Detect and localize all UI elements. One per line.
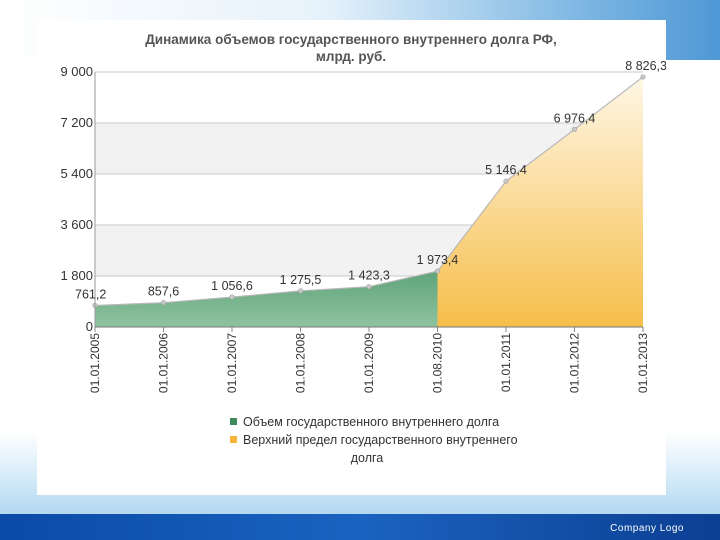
y-axis: 0 1 800 3 600 5 400 7 200 9 000 bbox=[60, 64, 96, 334]
area-chart: Динамика объемов государственного внутре… bbox=[60, 32, 666, 465]
data-point bbox=[571, 126, 578, 132]
data-label: 1 423,3 bbox=[348, 269, 390, 283]
data-label: 1 056,6 bbox=[211, 279, 253, 293]
data-point bbox=[229, 294, 235, 300]
data-label: 857,6 bbox=[148, 285, 179, 299]
data-point bbox=[297, 288, 304, 294]
x-tick-label: 01.08.2010 bbox=[431, 333, 445, 393]
data-label: 8 826,3 bbox=[625, 59, 666, 73]
y-tick-label: 9 000 bbox=[60, 64, 93, 79]
data-label: 1 275,5 bbox=[280, 273, 322, 287]
chart-card: Динамика объемов государственного внутре… bbox=[37, 20, 666, 495]
data-point bbox=[434, 268, 441, 274]
data-point bbox=[160, 300, 167, 306]
company-logo-text: Company Logo bbox=[610, 523, 684, 534]
legend-label-debt: Объем государственного внутреннего долга bbox=[243, 415, 499, 429]
x-tick-label: 01.01.2006 bbox=[157, 333, 171, 393]
data-label: 6 976,4 bbox=[554, 111, 596, 125]
area-layer bbox=[92, 74, 646, 332]
legend-swatch-upper-limit bbox=[230, 436, 237, 443]
x-tick-label: 01.01.2011 bbox=[499, 333, 513, 392]
y-tick-label: 1 800 bbox=[60, 268, 93, 283]
legend-label-upper-limit-line-1: Верхний предел государственного внутренн… bbox=[243, 433, 518, 447]
x-axis: 01.01.2005 01.01.2006 01.01.2007 01.01.2008… bbox=[88, 326, 650, 393]
x-tick-label: 01.01.2009 bbox=[362, 333, 376, 393]
legend: Объем государственного внутреннего долга… bbox=[230, 415, 518, 465]
y-tick-label: 3 600 bbox=[60, 217, 93, 232]
x-tick-label: 01.01.2005 bbox=[88, 333, 102, 393]
chart-title-line-1: Динамика объемов государственного внутре… bbox=[145, 32, 557, 47]
data-point bbox=[366, 284, 372, 290]
data-label: 761,2 bbox=[75, 287, 106, 301]
data-label: 1 973,4 bbox=[417, 253, 459, 267]
x-tick-label: 01.01.2007 bbox=[225, 333, 239, 393]
x-tick-label: 01.01.2013 bbox=[636, 333, 650, 393]
x-tick-label: 01.01.2008 bbox=[294, 333, 308, 393]
x-tick-label: 01.01.2012 bbox=[568, 333, 582, 393]
series-area-debt bbox=[95, 271, 438, 327]
series-area-upper-limit bbox=[437, 76, 643, 327]
data-point bbox=[640, 74, 646, 80]
legend-swatch-debt bbox=[230, 418, 237, 425]
legend-label-upper-limit-line-2: долга bbox=[351, 451, 384, 465]
chart-title-line-2: млрд. руб. bbox=[316, 49, 386, 64]
y-tick-label: 7 200 bbox=[60, 115, 93, 130]
data-point bbox=[503, 178, 509, 184]
data-labels: 761,2 857,6 1 056,6 1 275,5 1 423,3 1 973,4 5 … bbox=[75, 59, 666, 302]
y-tick-label: 0 bbox=[86, 319, 93, 334]
slide-footer-bar bbox=[0, 514, 720, 540]
y-tick-label: 5 400 bbox=[60, 166, 93, 181]
data-label: 5 146,4 bbox=[485, 163, 527, 177]
